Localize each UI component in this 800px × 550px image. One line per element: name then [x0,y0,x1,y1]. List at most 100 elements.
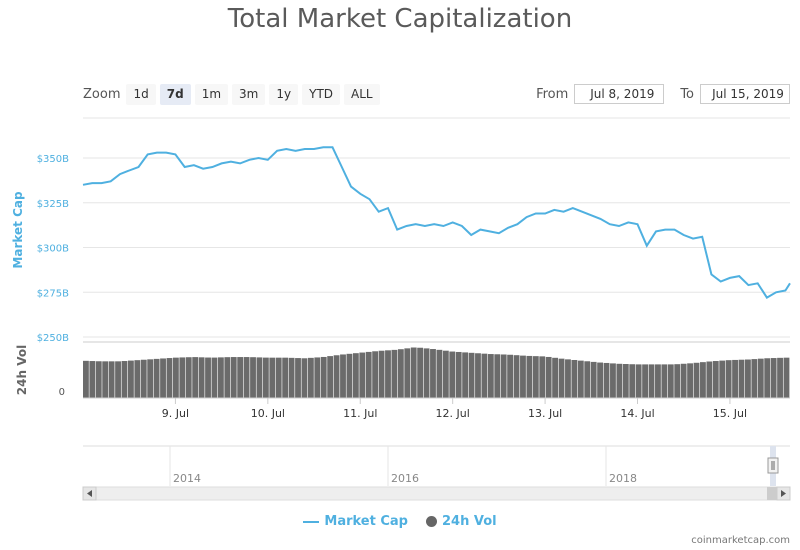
volume-bar [83,360,89,398]
volume-bar [655,364,661,398]
volume-bar [487,354,494,398]
volume-bar [140,359,147,398]
volume-bar [732,359,738,398]
to-date-input[interactable] [700,84,790,104]
volume-bar [500,354,507,398]
volume-bar [224,357,231,398]
volume-bar [603,362,610,398]
volume-bar [693,362,700,398]
volume-bar [449,351,456,398]
volume-bar [359,352,366,398]
legend: Market Cap 24h Vol [0,514,800,529]
volume-bar [320,356,327,398]
volume-bar [719,360,726,398]
volume-bar [256,357,263,398]
volume-bar [385,350,391,398]
volume-bar [327,356,334,398]
zoom-7d-button[interactable]: 7d [159,84,191,105]
volume-bar [712,361,719,398]
volume-bar [205,357,211,398]
volume-bar [397,349,404,398]
volume-bar [764,358,771,398]
volume-bar [288,357,295,398]
volume-bar [391,349,398,398]
volume-bar [481,353,488,398]
volume-bar [153,358,160,398]
volume-bar [121,361,128,398]
volume-bar [127,360,134,398]
volume-bar [372,351,379,398]
navigator-handle[interactable] [767,457,779,474]
volume-bar [687,363,693,398]
volume-bar [590,361,597,398]
volume-bar [680,363,687,398]
volume-bar [365,351,372,398]
volume-bar [262,357,269,398]
volume-bar [468,352,475,398]
y-tick-label: $350B [37,154,69,165]
volume-bar [629,364,636,398]
legend-label-volume: 24h Vol [441,514,497,529]
zoom-1y-button[interactable]: 1y [269,84,299,105]
volume-bar [513,355,520,398]
y-tick-label: $275B [37,288,69,299]
volume-bar [725,360,732,398]
volume-bar [642,364,648,398]
to-label: To [680,86,694,102]
x-tick-label: 15. Jul [713,407,747,420]
volume-bar [584,361,591,398]
volume-bar [532,356,539,398]
volume-bar [243,357,250,398]
volume-bar [211,357,218,398]
volume-bar [667,364,674,398]
circle-swatch-icon [425,516,437,527]
volume-bar [648,364,655,398]
arrow-right-icon [781,490,786,497]
credit-link[interactable]: coinmarketcap.com [691,535,790,546]
from-date-input[interactable] [574,84,665,104]
volume-bar [275,357,282,398]
volume-bar [783,357,790,398]
volume-bar [674,364,681,398]
y-tick-label: $325B [37,199,69,210]
zoom-label: Zoom [83,87,121,102]
volume-bar [217,357,224,398]
volume-bar [430,349,436,398]
legend-item-market-cap[interactable]: Market Cap [303,514,408,529]
volume-bar [295,358,301,398]
zoom-all-button[interactable]: ALL [344,84,380,105]
scrollbar-track[interactable] [82,486,791,501]
zoom-1m-button[interactable]: 1m [194,84,229,105]
y-tick-label: $300B [37,244,69,255]
volume-bar [134,360,141,398]
volume-bar [751,359,758,398]
volume-bar [565,359,571,398]
volume-bar [757,358,764,398]
zoom-ytd-button[interactable]: YTD [302,84,341,105]
volume-bar [610,363,616,398]
volume-bar [436,349,443,398]
volume-bar [558,358,565,398]
volume-bar [282,357,289,398]
volume-bar [160,358,166,398]
volume-bar [147,359,154,398]
x-tick-label: 13. Jul [528,407,562,420]
volume-bar [102,361,109,398]
volume-bar [539,356,546,398]
volume-bar [622,364,629,398]
zoom-3m-button[interactable]: 3m [232,84,266,105]
chart-title: Total Market Capitalization [227,4,573,34]
volume-bar [269,357,276,398]
chart-canvas: $250B $275B $300B $325B $350B Market Cap 24h V… [11,117,791,501]
date-range-selector: From To [536,84,790,104]
y-axis-title-volume: 24h Vol [15,345,29,395]
volume-bar [378,350,385,398]
volume-bar [192,357,199,398]
y-axis-title-market-cap: Market Cap [11,191,25,269]
x-tick-label: 9. Jul [162,407,189,420]
zoom-1d-button[interactable]: 1d [126,84,156,105]
volume-bar [230,357,237,398]
scrollbar-thumb[interactable] [767,487,777,500]
legend-item-volume[interactable]: 24h Vol [425,514,497,529]
legend-label-market-cap: Market Cap [324,514,408,529]
